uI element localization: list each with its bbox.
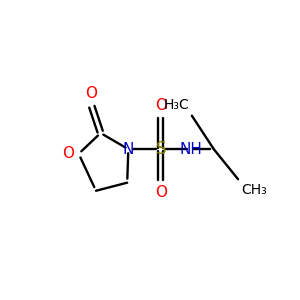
Text: O: O <box>155 185 167 200</box>
Text: O: O <box>62 146 74 161</box>
Text: S: S <box>155 140 166 158</box>
Text: H₃C: H₃C <box>163 98 189 112</box>
Text: O: O <box>155 98 167 113</box>
Text: CH₃: CH₃ <box>241 183 267 197</box>
Text: N: N <box>123 142 134 157</box>
Text: O: O <box>85 86 98 101</box>
Text: NH: NH <box>179 142 202 157</box>
